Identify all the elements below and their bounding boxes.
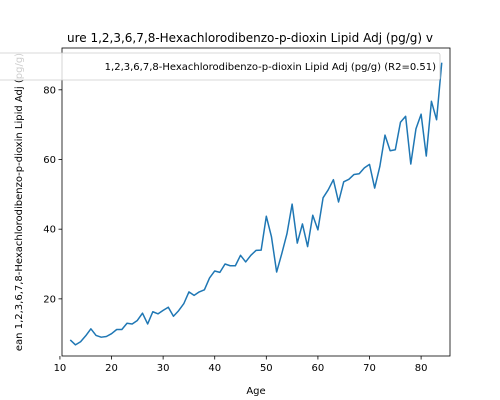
y-tick-label: 80 [43,85,56,96]
x-tick-label: 60 [312,363,325,374]
y-axis: 20 40 60 80 [43,85,62,305]
x-tick-label: 30 [157,363,170,374]
x-tick-label: 10 [54,363,67,374]
series-line [69,62,443,346]
x-tick-label: 40 [208,363,221,374]
plot-area-frame [61,47,451,357]
x-axis: 10 20 30 40 50 60 70 80 [54,356,428,374]
x-tick-label: 80 [415,363,428,374]
x-axis-label: Age [246,386,265,397]
y-tick-label: 40 [43,225,56,236]
legend-label: 1,2,3,6,7,8-Hexachlorodibenzo-p-dioxin L… [105,62,436,73]
chart-title: ure 1,2,3,6,7,8-Hexachlorodibenzo-p-diox… [67,31,433,45]
x-tick-label: 70 [363,363,376,374]
y-tick-label: 20 [43,294,56,305]
y-tick-label: 60 [43,155,56,166]
legend: 1,2,3,6,7,8-Hexachlorodibenzo-p-dioxin L… [0,52,441,81]
legend-box [0,52,441,81]
y-axis-label: ean 1,2,3,6,7,8-Hexachlorodibenzo-p-diox… [14,53,25,351]
x-tick-label: 50 [260,363,273,374]
series-layer [69,62,443,346]
x-tick-label: 20 [105,363,118,374]
